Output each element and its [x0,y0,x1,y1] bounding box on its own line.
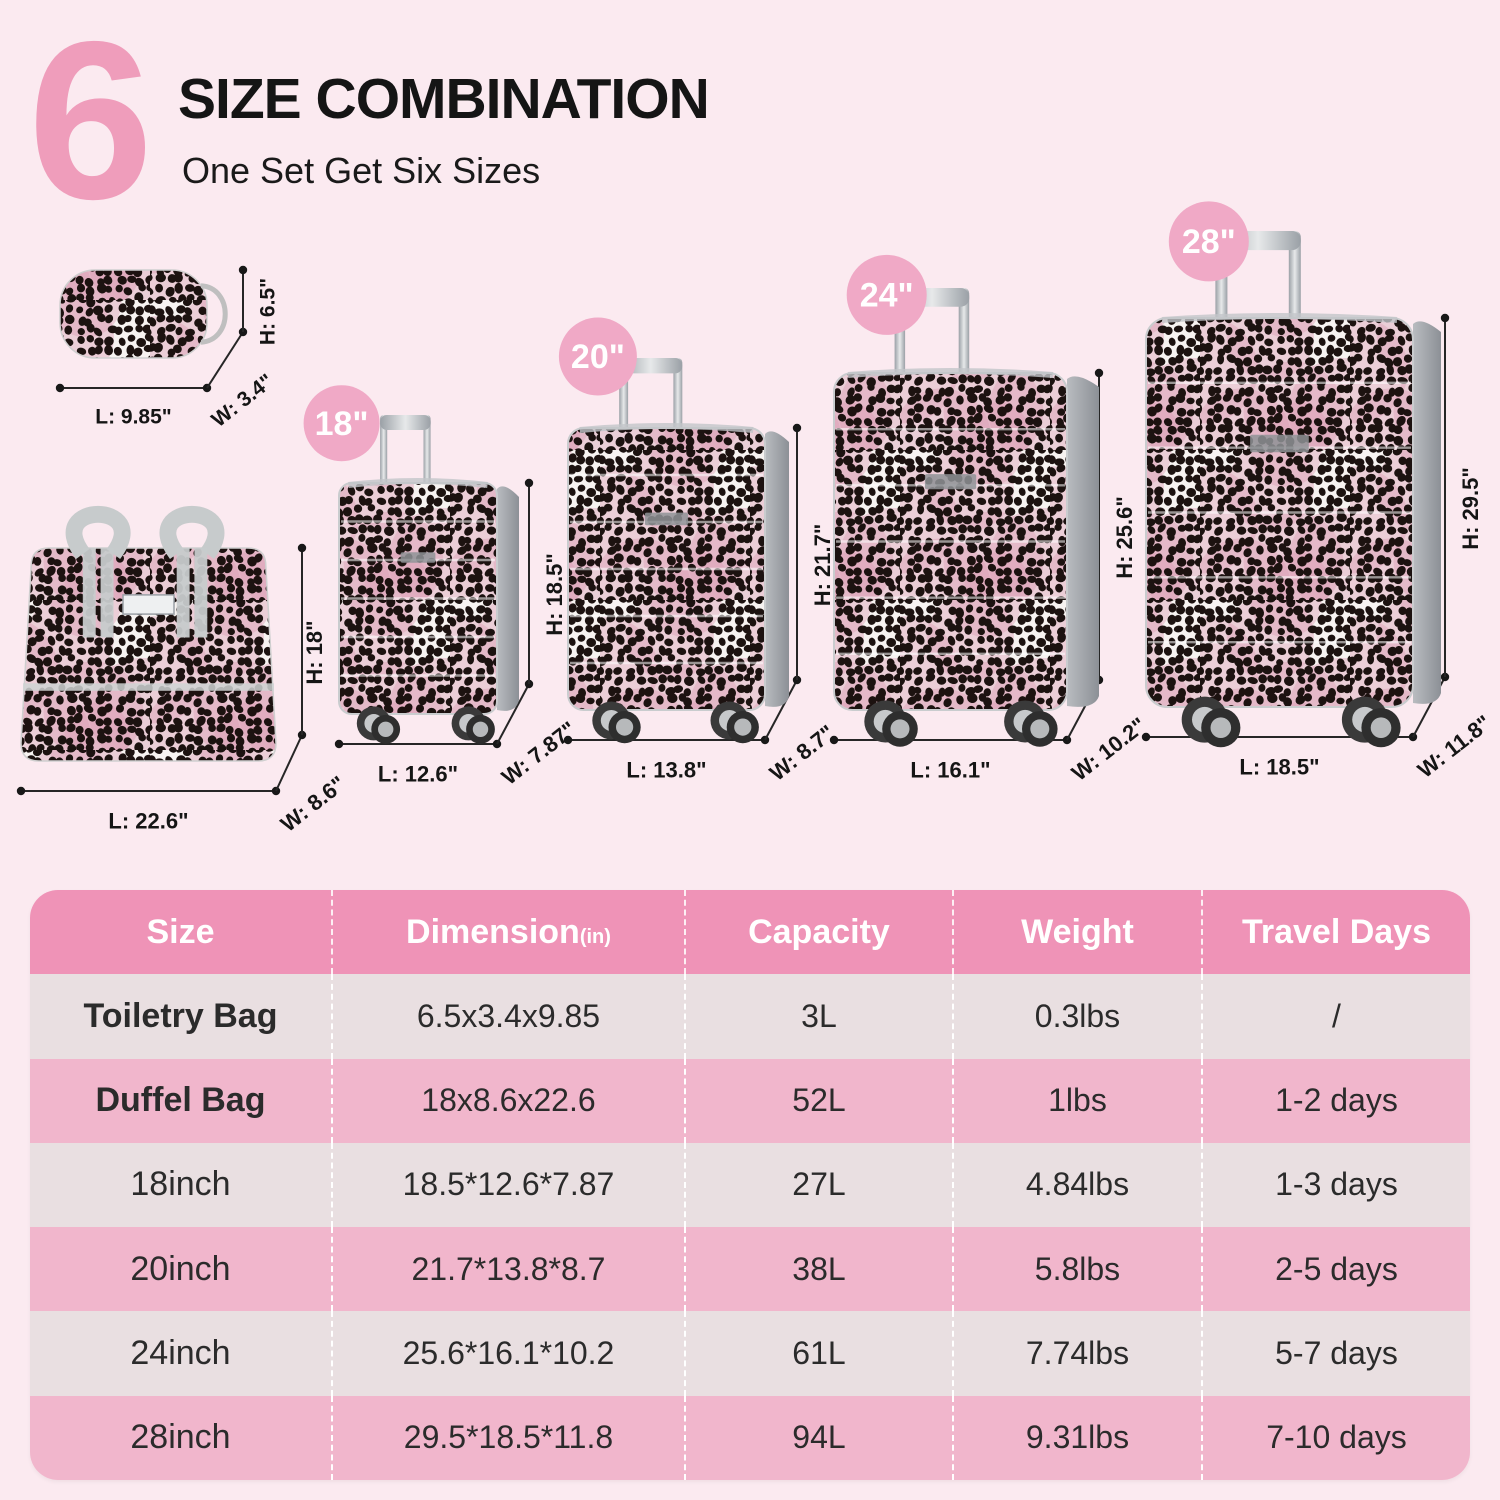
svg-text:W: 11.8": W: 11.8" [1413,710,1496,783]
svg-text:L: 16.1": L: 16.1" [910,757,990,782]
svg-text:L: 9.85": L: 9.85" [95,406,171,429]
svg-text:W: 8.6": W: 8.6" [276,771,350,837]
svg-text:H: 25.6": H: 25.6" [1112,496,1137,579]
svg-text:W: 10.2": W: 10.2" [1067,712,1151,785]
svg-text:H: 29.5": H: 29.5" [1458,467,1483,550]
svg-text:18": 18" [315,405,369,443]
svg-text:H: 6.5": H: 6.5" [257,278,280,345]
svg-text:W: 8.7": W: 8.7" [765,720,839,786]
svg-text:20": 20" [571,338,625,376]
svg-text:H: 21.7": H: 21.7" [810,524,835,607]
svg-text:L: 22.6": L: 22.6" [108,808,188,833]
svg-text:H: 18": H: 18" [302,620,327,684]
svg-text:L: 12.6": L: 12.6" [378,761,458,786]
svg-text:L: 13.8": L: 13.8" [626,757,706,782]
svg-text:W: 7.87": W: 7.87" [497,716,581,789]
svg-text:24": 24" [860,277,914,315]
svg-text:W: 3.4": W: 3.4" [207,370,277,432]
svg-text:L: 18.5": L: 18.5" [1239,754,1319,779]
svg-text:28": 28" [1182,223,1236,261]
svg-text:H: 18.5": H: 18.5" [542,553,567,636]
